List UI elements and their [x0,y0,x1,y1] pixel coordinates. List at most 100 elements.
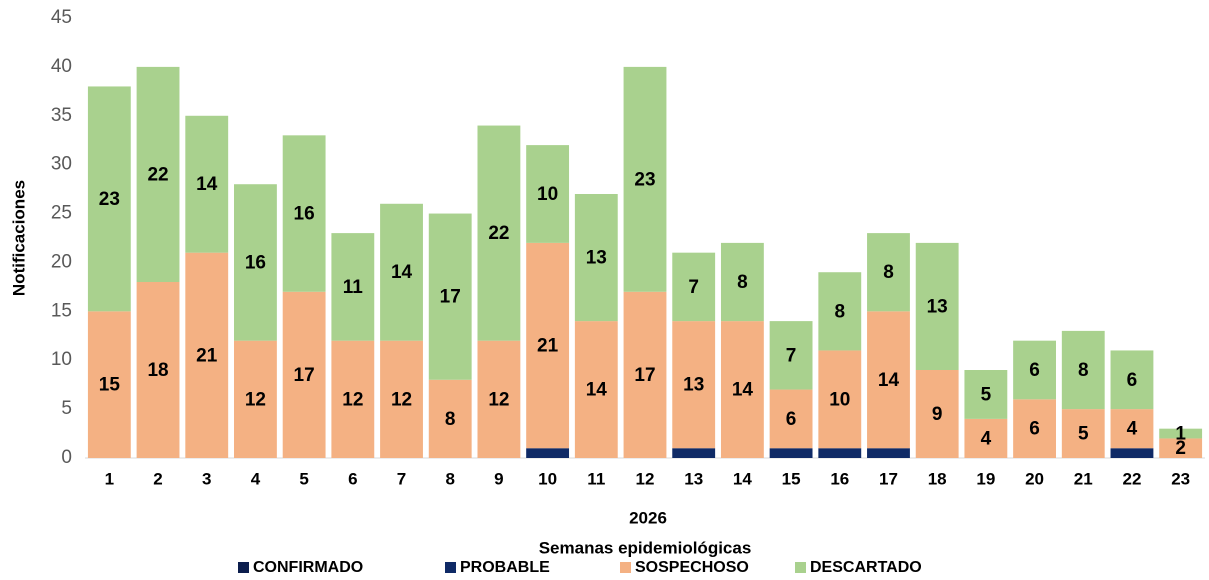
x-tick-label: 12 [636,469,655,488]
bar-segment [574,321,618,458]
data-label: 5 [1078,424,1089,445]
bar-segment [136,282,180,458]
data-label: 6 [1127,370,1138,391]
legend-label: SOSPECHOSO [635,559,749,576]
bar-segment [818,350,862,449]
bar-segment [915,370,959,458]
bar-segment [380,203,423,341]
bar-segment [526,448,570,458]
x-tick-label: 2 [153,469,162,488]
bar-segment [964,418,1008,458]
bar-segment [623,291,667,458]
data-label: 15 [99,375,121,396]
bar-segment [769,389,813,449]
legend-swatch [620,562,631,573]
bar-segment [87,86,131,312]
y-tick-label: 0 [61,447,72,468]
x-tick-label: 22 [1122,469,1141,488]
x-tick-label: 18 [928,469,947,488]
y-tick-label: 35 [51,105,72,126]
data-label: 8 [834,301,845,322]
data-label: 17 [634,365,655,386]
bar-segment [1061,330,1105,410]
bar-segment [818,448,862,458]
bar-segment [185,252,229,458]
x-tick-label: 20 [1025,469,1044,488]
bar-segment [136,66,180,282]
y-tick-label: 40 [51,56,72,77]
data-label: 17 [294,365,315,386]
data-label: 8 [883,262,894,283]
bar-segment [1110,409,1154,449]
x-tick-label: 8 [445,469,454,488]
y-tick-label: 10 [51,349,72,370]
bar-segment [867,311,910,449]
x-tick-label: 11 [587,469,605,488]
data-label: 12 [245,389,266,410]
data-label: 21 [537,336,559,357]
bar-segment [1013,399,1056,458]
bar-segment [87,311,131,458]
data-label: 8 [1078,360,1089,381]
data-label: 14 [878,370,900,391]
bar-segment [331,340,375,458]
legend-label: DESCARTADO [810,559,922,576]
x-tick-label: 3 [202,469,211,488]
x-tick-label: 16 [830,469,849,488]
bar-segment [1159,438,1203,458]
bar-segment [867,233,910,312]
data-label: 10 [537,184,558,205]
bar-segment [526,242,570,449]
legend-label: CONFIRMADO [253,559,363,576]
x-tick-label: 15 [782,469,801,488]
x-tick-label: 19 [976,469,995,488]
x-tick-label: 10 [538,469,557,488]
bar-segment [185,115,229,253]
data-label: 14 [732,380,754,401]
data-label: 23 [99,189,120,210]
bar-segment [428,213,472,380]
data-label: 11 [343,277,364,298]
bar-segment [526,145,570,243]
bar-segment [720,242,764,322]
x-tick-label: 9 [494,469,503,488]
y-tick-label: 20 [51,251,72,272]
x-tick-label: 13 [684,469,703,488]
bar-segment [720,321,764,458]
data-label: 17 [440,287,461,308]
x-tick-label: 21 [1074,469,1093,488]
y-axis-title: Notificaciones [9,180,28,296]
bar-segment [915,242,959,370]
data-label: 14 [196,174,218,195]
data-label: 16 [245,252,266,273]
bar-segment [964,370,1008,419]
data-label: 14 [586,380,608,401]
data-label: 13 [683,375,704,396]
data-label: 13 [586,248,607,269]
bar-segment [574,194,618,322]
bar-segment [1110,350,1154,410]
data-label: 23 [634,169,655,190]
legend-swatch [795,562,806,573]
data-label: 10 [829,389,850,410]
data-label: 7 [786,345,797,366]
data-label: 8 [445,409,456,430]
bar-segment [428,379,472,458]
bar-segment [867,448,910,458]
data-label: 22 [147,164,168,185]
data-label: 12 [488,389,509,410]
bar-segment [672,252,716,322]
bar-segment [1061,409,1105,458]
bar-segment [282,291,326,458]
data-label: 6 [1029,360,1040,381]
data-label: 18 [147,360,168,381]
bar-segment [380,340,423,458]
bar-segment [672,448,716,458]
data-label: 12 [391,389,412,410]
bar-segment [477,125,521,341]
bar-segment [234,340,277,458]
y-tick-label: 45 [51,7,72,28]
bar-segment [331,233,375,341]
x-tick-label: 14 [733,469,752,488]
